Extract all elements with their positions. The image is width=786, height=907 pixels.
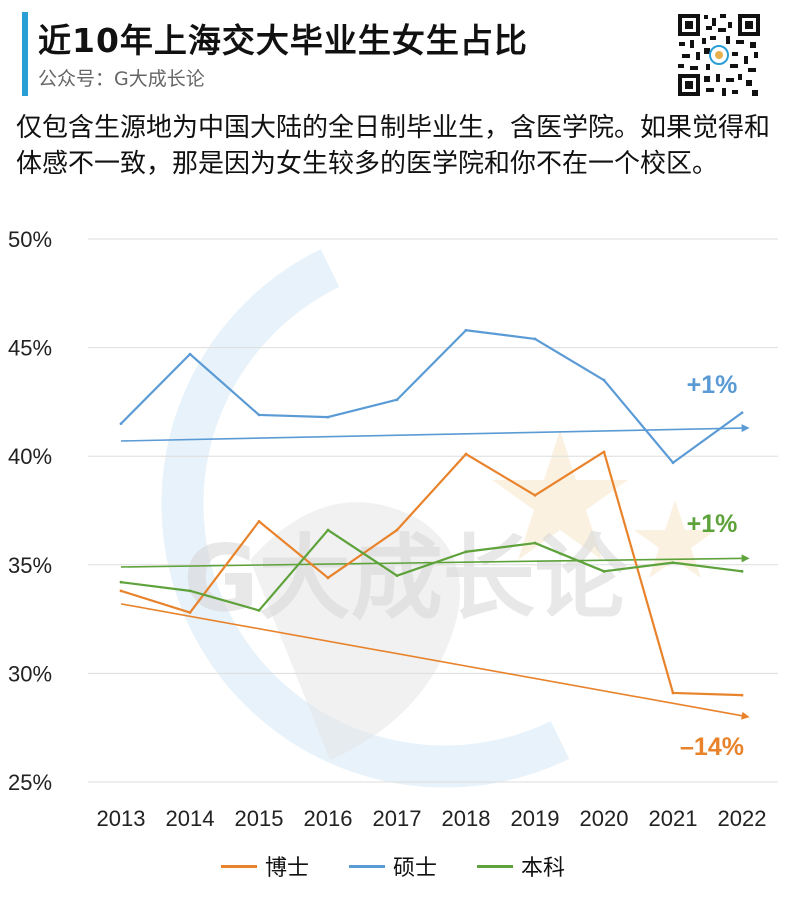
data-point	[257, 413, 261, 417]
data-point	[395, 528, 399, 532]
x-tick-label: 2017	[373, 806, 422, 831]
legend-item: 硕士	[348, 850, 437, 882]
data-point	[119, 580, 123, 584]
x-tick-label: 2022	[718, 806, 767, 831]
legend-label: 博士	[264, 856, 309, 881]
legend-swatch	[477, 864, 513, 868]
trend-line	[120, 424, 750, 442]
x-tick-label: 2021	[649, 806, 698, 831]
data-point	[188, 589, 192, 593]
data-point	[671, 691, 675, 695]
data-point	[257, 519, 261, 523]
page-title: 近10年上海交大毕业生女生占比	[38, 21, 528, 60]
y-tick-label: 30%	[8, 661, 52, 686]
legend-item: 博士	[220, 850, 309, 882]
y-tick-label: 50%	[8, 227, 52, 252]
data-point	[602, 378, 606, 382]
data-point	[326, 415, 330, 419]
watermark: G大成长论	[161, 249, 716, 788]
trend-label: –14%	[680, 733, 744, 761]
title-accent-bar	[22, 12, 28, 96]
qr-code-icon	[676, 12, 762, 98]
series-line	[120, 450, 743, 697]
data-point	[602, 450, 606, 454]
data-point	[533, 493, 537, 497]
data-point	[188, 611, 192, 614]
data-point	[395, 574, 399, 578]
x-tick-label: 2013	[97, 806, 146, 831]
trend-label: +1%	[687, 371, 738, 399]
data-point	[533, 541, 537, 545]
series-line	[120, 329, 743, 464]
trend-label: +1%	[687, 510, 738, 538]
x-tick-label: 2020	[580, 806, 629, 831]
legend-swatch	[348, 864, 385, 868]
y-tick-label: 35%	[8, 553, 52, 578]
data-point	[464, 328, 468, 332]
data-point	[326, 528, 330, 532]
data-point	[533, 337, 537, 341]
y-tick-label: 40%	[8, 444, 52, 469]
data-point	[740, 693, 744, 697]
data-point	[257, 609, 261, 612]
data-point	[326, 576, 330, 580]
data-point	[740, 569, 744, 573]
legend-label: 硕士	[392, 856, 437, 881]
x-tick-label: 2018	[442, 806, 491, 831]
series-line	[120, 528, 743, 612]
data-point	[119, 589, 123, 593]
data-point	[671, 561, 675, 565]
data-point	[740, 411, 744, 415]
legend: 博士 硕士 本科	[0, 850, 786, 882]
legend-label: 本科	[521, 856, 566, 881]
watermark-text: G大成长论	[183, 525, 628, 632]
x-tick-label: 2019	[511, 806, 560, 831]
data-point	[464, 550, 468, 554]
x-tick-label: 2015	[235, 806, 284, 831]
trend-line	[120, 603, 750, 720]
data-point	[395, 398, 399, 402]
data-point	[188, 352, 192, 356]
chart-description: 仅包含生源地为中国大陆的全日制毕业生，含医学院。如果觉得和体感不一致，那是因为女…	[16, 113, 771, 179]
data-point	[464, 452, 468, 456]
x-tick-label: 2016	[304, 806, 353, 831]
legend-swatch	[220, 864, 257, 868]
legend-item: 本科	[477, 850, 565, 882]
data-point	[602, 569, 606, 573]
y-tick-label: 25%	[8, 770, 52, 795]
data-point	[119, 422, 123, 426]
page-subtitle: 公众号：G大成长论	[38, 68, 205, 90]
y-tick-label: 45%	[8, 336, 52, 361]
x-tick-label: 2014	[166, 806, 215, 831]
data-point	[671, 461, 675, 465]
